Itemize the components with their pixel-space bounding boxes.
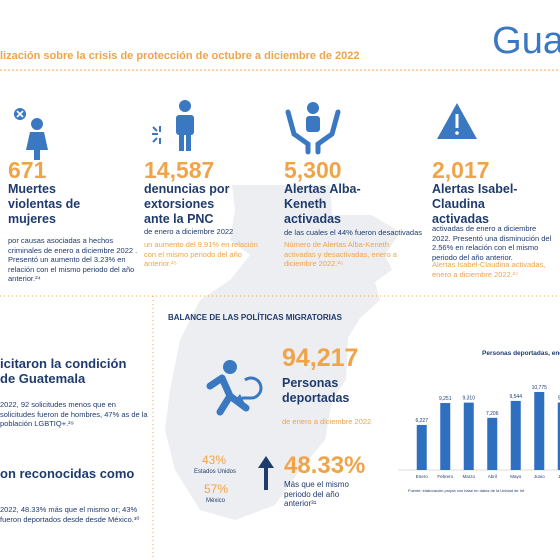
stat-number: 2,017 <box>432 157 490 183</box>
left-heading: on reconocidas como <box>0 466 135 481</box>
deported-label: Personas deportadas <box>282 376 350 405</box>
section-title: BALANCE DE LAS POLÍTICAS MIGRATORIAS <box>168 313 342 322</box>
x-tick-label: Junio <box>534 474 545 479</box>
stat-note: un aumento del 9.91% en relación con el … <box>144 240 258 268</box>
value-label: 9,544 <box>509 394 522 400</box>
bar <box>534 392 545 470</box>
icon-deported <box>206 360 263 416</box>
icon-warning <box>437 103 477 139</box>
value-label: 6,227 <box>415 418 428 424</box>
bar <box>463 402 474 470</box>
left-text: 2022, 48.33% más que el mismo or; 43% fu… <box>0 505 140 524</box>
x-tick-label: Enero <box>416 474 429 479</box>
stat-label: Alertas Isabel-Claudina activadas <box>432 182 518 226</box>
stat-period: de las cuales el 44% fueron desactivadas <box>284 228 423 237</box>
chart-source: Fuente: elaboración propia con base en d… <box>408 488 525 493</box>
country-name: Gua <box>492 20 560 62</box>
icon-extortion <box>152 100 194 151</box>
deported-period: de enero a diciembre 2022 <box>282 417 372 426</box>
bar <box>487 417 498 470</box>
stat-number: 14,587 <box>144 157 215 183</box>
x-tick-label: Julio <box>558 474 560 479</box>
bar <box>416 424 427 470</box>
stat-note: Alertas Isabel-Claudina activadas, enero… <box>432 260 546 279</box>
deported-number: 94,217 <box>282 344 359 372</box>
x-tick-label: Mayo <box>510 474 522 479</box>
page-title: lización sobre la crisis de protección d… <box>0 50 360 62</box>
bar <box>440 403 451 470</box>
stat-number: 5,300 <box>284 157 342 183</box>
icon-alba-keneth <box>285 102 341 155</box>
stat-period: activadas de enero a diciembre 2022. Pre… <box>432 224 552 262</box>
chart-title: Personas deportadas, ener <box>482 350 560 357</box>
stat-number: 671 <box>8 157 47 183</box>
x-tick-label: Marzo <box>462 474 475 479</box>
stat-note: Número de Alertas Alba-Keneth activadas … <box>284 240 397 268</box>
left-heading: icitaron la condición de Guatemala <box>0 356 127 386</box>
icon-arrow-up <box>258 456 274 490</box>
us-pct: 43% <box>202 453 227 467</box>
bar <box>510 400 521 470</box>
increase-note: Más que el mismo periodo del año anterio… <box>284 480 349 508</box>
left-text: 2022, 92 solicitudes menos que en solici… <box>0 400 148 428</box>
mx-label: México <box>206 498 226 504</box>
stat-label: Alertas Alba-Keneth activadas <box>284 182 361 226</box>
value-label: 9,251 <box>439 396 452 402</box>
us-label: Estados Unidos <box>194 469 237 475</box>
value-label: 7,206 <box>486 411 499 417</box>
stat-label: denuncias por extorsiones ante la PNC <box>144 182 230 226</box>
value-label: 9,32 <box>558 396 560 402</box>
mx-pct: 57% <box>204 482 229 496</box>
x-tick-label: Febrero <box>437 474 453 479</box>
stat-note: por causas asociadas a hechos criminales… <box>8 236 138 283</box>
value-label: 10,775 <box>532 385 548 391</box>
increase-pct: 48.33% <box>284 452 366 479</box>
bar-chart: Personas deportadas, ener 6,227 Enero 9,251… <box>398 350 560 493</box>
stat-label: Muertes violentas de mujeres <box>8 182 81 226</box>
stat-period: de enero a diciembre 2022 <box>144 227 234 236</box>
value-label: 9,310 <box>462 396 475 402</box>
map-silhouette <box>165 185 400 520</box>
bar <box>557 402 560 470</box>
x-tick-label: Abril <box>488 474 497 479</box>
icon-woman <box>14 108 48 160</box>
